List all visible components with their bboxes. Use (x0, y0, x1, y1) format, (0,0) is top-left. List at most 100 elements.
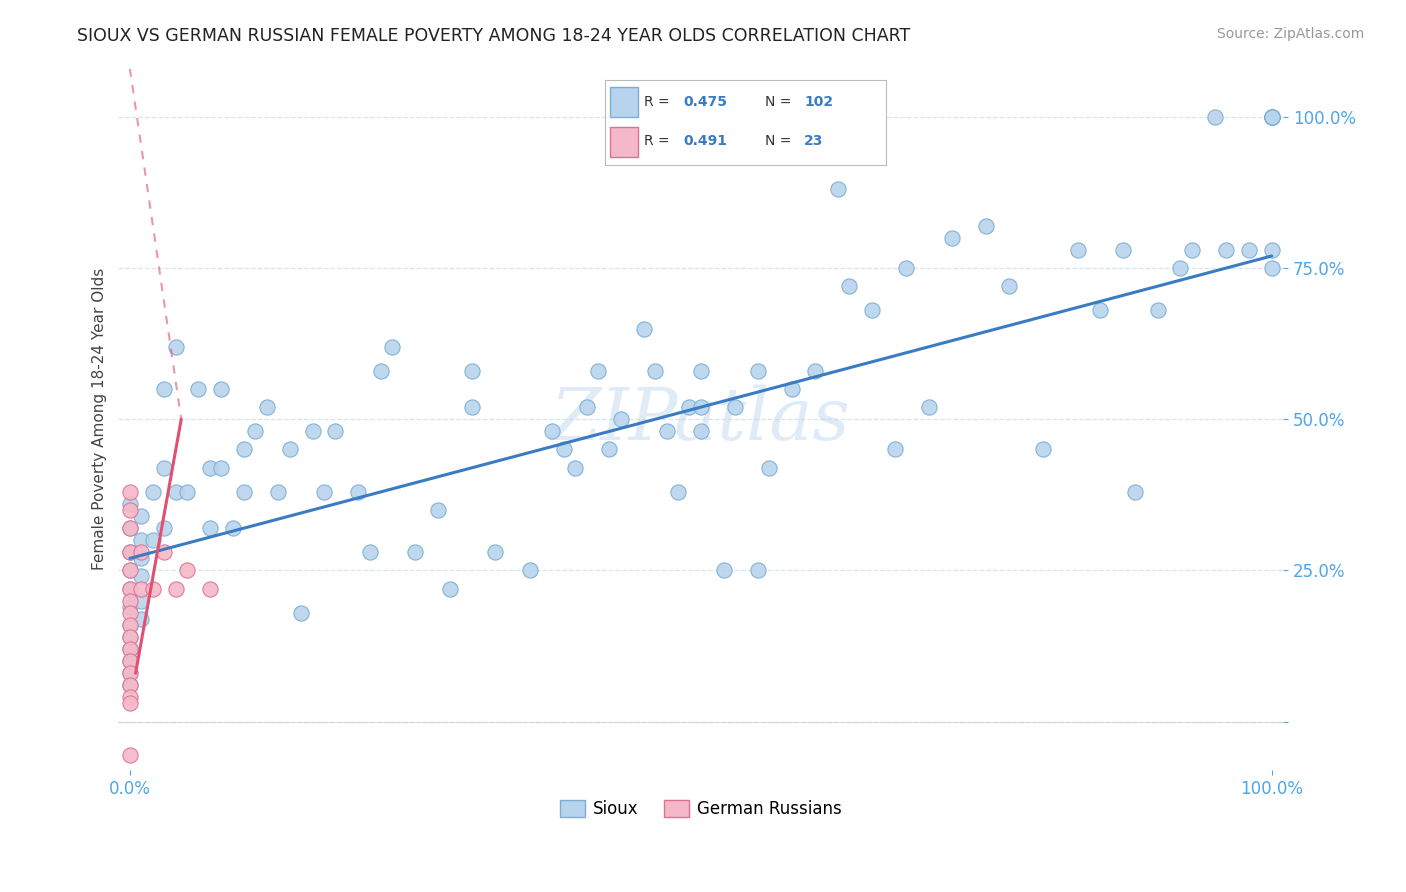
Point (1260, 110, 1282, 124)
Point (974, 219, 997, 233)
Point (278, 442, 301, 457)
Point (301, 425, 323, 439)
Point (118, 564, 141, 578)
Point (118, 678, 141, 692)
Text: ZIPatlas: ZIPatlas (551, 384, 851, 455)
Text: 102: 102 (804, 95, 834, 109)
Point (404, 545, 426, 559)
Y-axis label: Female Poverty Among 18-24 Year Olds: Female Poverty Among 18-24 Year Olds (93, 268, 107, 570)
Point (118, 503, 141, 517)
Text: 23: 23 (804, 134, 824, 148)
Point (666, 484, 689, 499)
Point (678, 400, 700, 414)
Point (998, 279, 1021, 293)
Point (267, 484, 290, 499)
Point (118, 545, 141, 559)
Point (519, 564, 541, 578)
Text: N =: N = (765, 95, 792, 109)
Point (118, 630, 141, 644)
Point (142, 582, 165, 596)
Point (747, 364, 769, 378)
Point (918, 400, 941, 414)
Point (896, 261, 918, 276)
Text: SIOUX VS GERMAN RUSSIAN FEMALE POVERTY AMONG 18-24 YEAR OLDS CORRELATION CHART: SIOUX VS GERMAN RUSSIAN FEMALE POVERTY A… (77, 27, 911, 45)
Point (598, 442, 620, 457)
Point (153, 521, 176, 535)
Point (439, 582, 461, 596)
Point (347, 484, 370, 499)
Point (118, 582, 141, 596)
Point (118, 654, 141, 668)
Point (633, 321, 655, 335)
Point (118, 642, 141, 657)
Point (780, 382, 803, 396)
Point (461, 400, 484, 414)
Point (245, 425, 267, 439)
Point (118, 642, 141, 657)
Point (827, 182, 849, 196)
Point (689, 364, 711, 378)
Point (1260, 243, 1282, 257)
Point (118, 618, 141, 632)
Point (165, 484, 187, 499)
Point (575, 400, 598, 414)
Bar (610, 127, 638, 157)
Point (359, 545, 381, 559)
Point (118, 593, 141, 607)
Point (153, 382, 176, 396)
Point (153, 460, 176, 475)
Point (118, 690, 141, 705)
Point (118, 654, 141, 668)
Point (1260, 261, 1282, 276)
Point (118, 521, 141, 535)
Text: 0.491: 0.491 (683, 134, 727, 148)
Point (256, 400, 278, 414)
Point (312, 484, 335, 499)
Point (1260, 110, 1282, 124)
Point (129, 545, 152, 559)
Point (118, 618, 141, 632)
Point (165, 340, 187, 354)
Text: Source: ZipAtlas.com: Source: ZipAtlas.com (1216, 27, 1364, 41)
Point (290, 606, 312, 620)
Point (553, 442, 575, 457)
Point (118, 484, 141, 499)
Point (118, 606, 141, 620)
Point (118, 747, 141, 762)
Point (129, 569, 152, 583)
Point (1123, 484, 1146, 499)
Point (381, 340, 404, 354)
Point (541, 425, 564, 439)
Point (129, 582, 152, 596)
Point (118, 666, 141, 681)
Point (1170, 261, 1192, 276)
Point (1260, 110, 1282, 124)
Point (118, 630, 141, 644)
Text: 0.475: 0.475 (683, 95, 727, 109)
Text: R =: R = (644, 95, 669, 109)
Point (129, 593, 152, 607)
Point (209, 460, 232, 475)
Point (860, 303, 883, 318)
Point (758, 460, 780, 475)
Point (118, 697, 141, 711)
Point (689, 400, 711, 414)
Point (198, 521, 221, 535)
Point (747, 564, 769, 578)
Point (1237, 243, 1260, 257)
Point (233, 484, 256, 499)
Point (1204, 110, 1226, 124)
Point (1112, 243, 1135, 257)
Point (1032, 442, 1054, 457)
Bar (610, 87, 638, 117)
Point (129, 551, 152, 566)
Point (221, 521, 243, 535)
Point (427, 503, 450, 517)
Point (370, 364, 392, 378)
Point (941, 231, 963, 245)
Point (838, 279, 860, 293)
Point (118, 582, 141, 596)
Point (118, 666, 141, 681)
Point (586, 364, 609, 378)
Point (610, 412, 633, 426)
